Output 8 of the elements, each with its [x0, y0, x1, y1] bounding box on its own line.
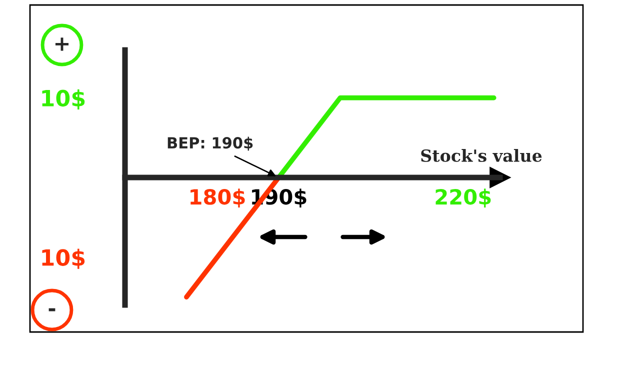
x-axis-title: Stock's value: [421, 149, 542, 162]
y-tick-label: 10$: [42, 89, 85, 110]
x-tick-label: 180$: [190, 188, 245, 208]
x-tick-label: 220$: [436, 188, 491, 208]
y-tick-label: 10$: [42, 248, 85, 269]
annotation: BEP: 190$: [168, 136, 253, 151]
text: -: [48, 308, 56, 312]
text: +: [55, 38, 69, 51]
